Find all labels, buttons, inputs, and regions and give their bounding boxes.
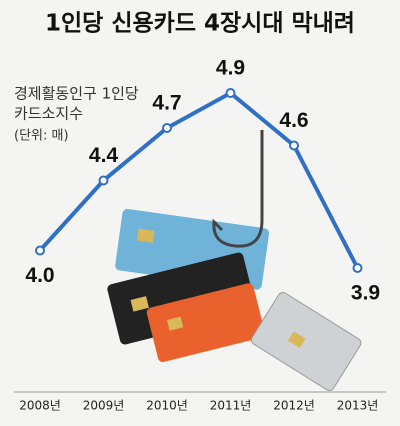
x-tick-label: 2013년 (337, 399, 379, 413)
x-tick-label: 2009년 (83, 399, 125, 413)
value-label: 4.7 (152, 92, 181, 115)
subtitle: 경제활동인구 1인당 (14, 85, 139, 103)
point (225, 88, 236, 98)
point (162, 123, 172, 133)
x-tick-label: 2011년 (210, 399, 252, 413)
value-label: 3.9 (351, 282, 380, 305)
line (38, 90, 360, 269)
point (35, 245, 45, 256)
point (289, 140, 299, 151)
point (98, 175, 109, 186)
value-label: 4.0 (25, 264, 54, 287)
x-tick-label: 2008년 (19, 399, 61, 413)
subtitle: 카드소지수 (14, 105, 83, 123)
cards-illustration (107, 130, 362, 391)
value-label: 4.4 (89, 144, 119, 167)
subtitle: (단위: 매) (14, 129, 69, 144)
x-tick-label: 2012년 (273, 399, 315, 413)
chart-title: 1인당 신용카드 4장시대 막내려 (45, 11, 355, 37)
value-label: 4.6 (279, 109, 308, 132)
x-tick-label: 2010년 (146, 399, 188, 413)
value-label: 4.9 (216, 57, 245, 80)
point (352, 263, 363, 273)
